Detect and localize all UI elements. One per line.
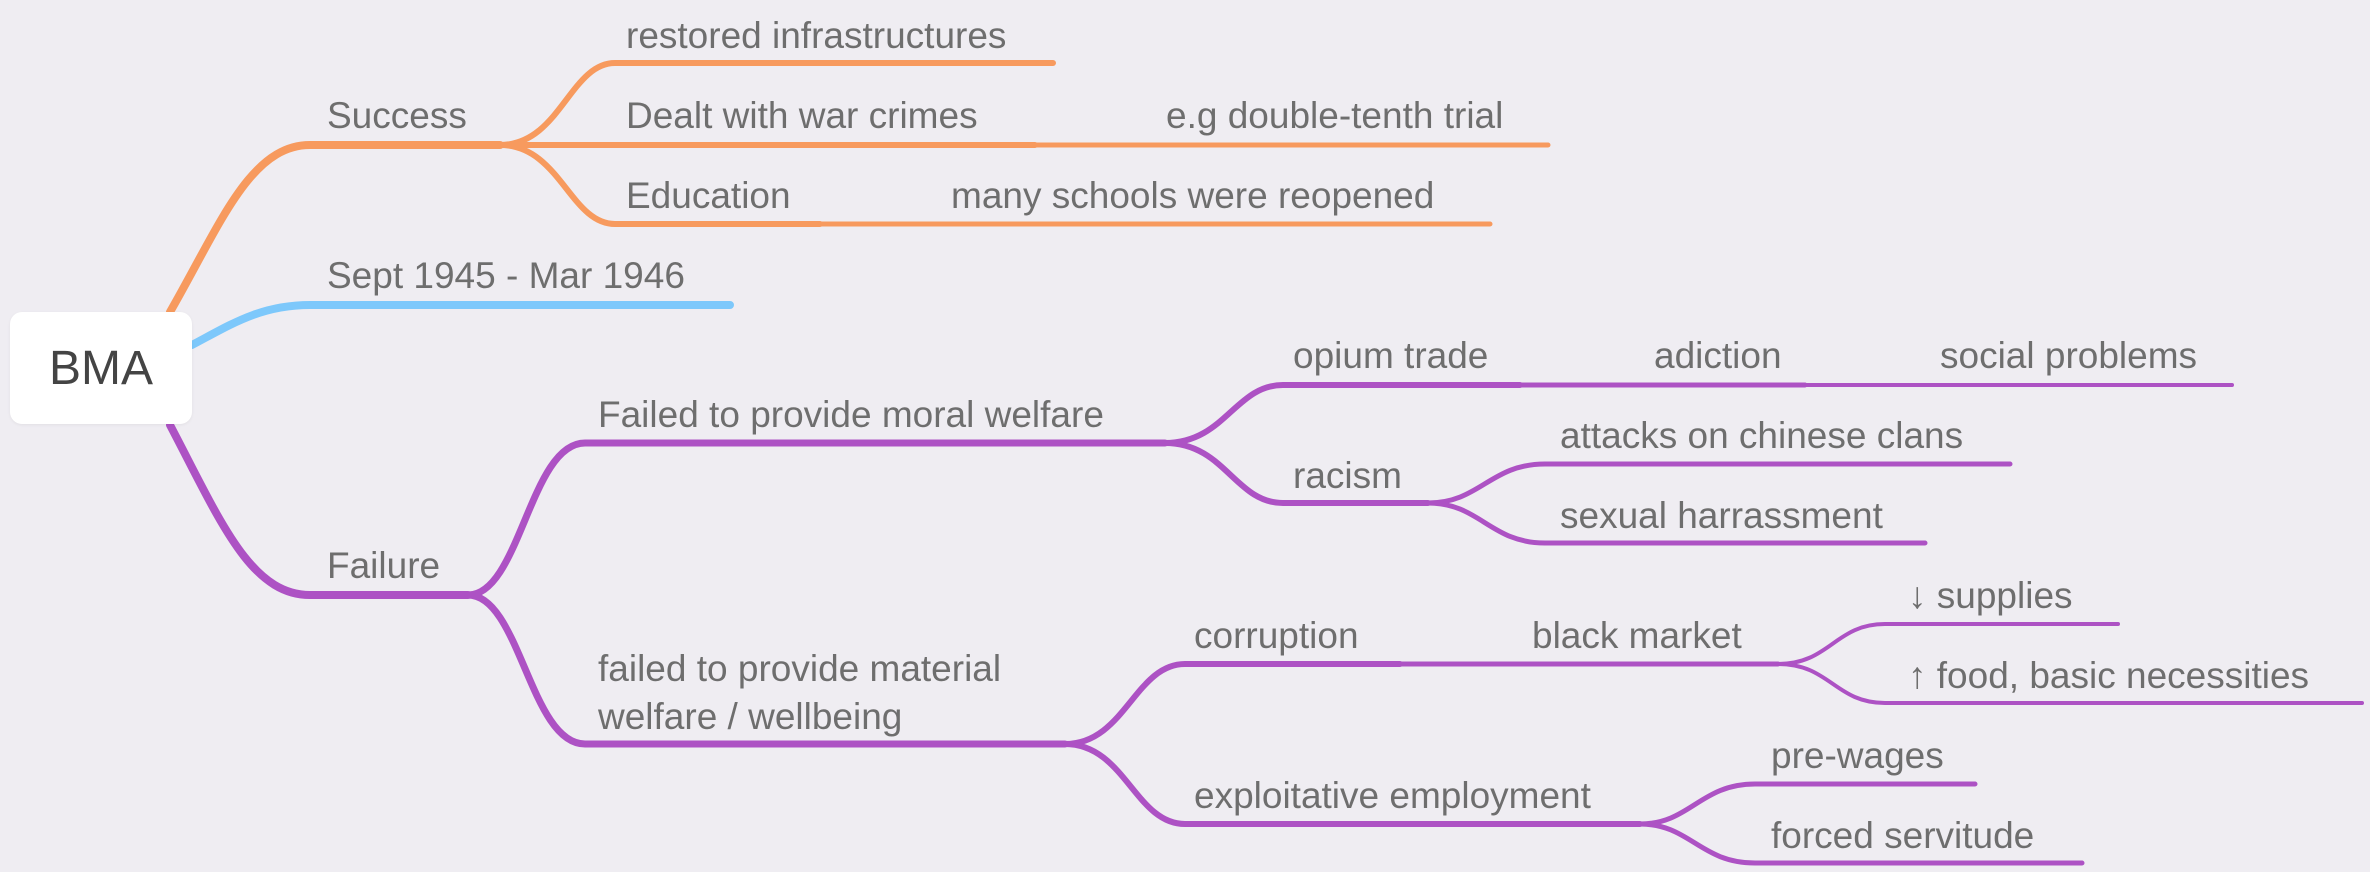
connector-racism-harassment <box>1425 500 1928 546</box>
failure-connectors <box>166 382 2364 866</box>
connector-material-exploitative <box>1062 741 1643 827</box>
topic-pre-wages[interactable]: pre-wages <box>1771 735 1944 776</box>
connector-root-period <box>188 301 734 349</box>
connector-moral-racism <box>1162 440 1431 506</box>
topic-corruption[interactable]: corruption <box>1194 615 1359 656</box>
topic-moral-welfare[interactable]: Failed to provide moral welfare <box>598 394 1104 435</box>
connector-success-education <box>497 142 823 227</box>
topic-food-necessities[interactable]: ↑ food, basic necessities <box>1908 655 2310 696</box>
topic-racism[interactable]: racism <box>1293 455 1402 496</box>
topic-addiction[interactable]: adiction <box>1654 335 1782 376</box>
topic-material-welfare-line2: welfare / wellbeing <box>598 696 903 737</box>
connector-racism-attacks <box>1425 461 2013 506</box>
topic-exploitative-employment[interactable]: exploitative employment <box>1194 775 1591 816</box>
topic-restored-infrastructures[interactable]: restored infrastructures <box>626 15 1007 56</box>
topic-failure[interactable]: Failure <box>327 545 441 586</box>
connector-blackmarket-supplies <box>1776 622 2120 666</box>
topic-attacks-chinese-clans[interactable]: attacks on chinese clans <box>1560 415 1964 456</box>
topic-sexual-harassment[interactable]: sexual harrassment <box>1560 495 1883 536</box>
topic-opium-trade[interactable]: opium trade <box>1293 335 1489 376</box>
connector-exploitative-forced <box>1637 821 2085 866</box>
success-connectors <box>166 60 1551 316</box>
topic-supplies[interactable]: ↓ supplies <box>1908 575 2073 616</box>
connector-blackmarket-food <box>1776 662 2364 705</box>
connector-exploitative-prewages <box>1637 781 1978 827</box>
connector-moral-opium <box>1162 382 1523 446</box>
topic-material-welfare-line1: failed to provide material <box>598 648 1002 689</box>
topic-material-welfare[interactable]: failed to provide material welfare / wel… <box>598 645 1001 741</box>
connector-failure-moral <box>464 439 1169 599</box>
connector-root-failure <box>166 421 472 599</box>
root-label: BMA <box>48 341 153 395</box>
topic-social-problems[interactable]: social problems <box>1940 335 2198 376</box>
topic-success[interactable]: Success <box>327 95 467 136</box>
connector-failure-material <box>464 591 1069 748</box>
period-connectors <box>188 301 734 349</box>
topic-forced-servitude[interactable]: forced servitude <box>1771 815 2035 856</box>
connector-root-success <box>166 141 504 316</box>
connector-material-corruption <box>1062 661 1403 747</box>
connector-success-infra <box>497 60 1056 148</box>
topic-schools-reopened[interactable]: many schools were reopened <box>951 175 1435 216</box>
topic-black-market[interactable]: black market <box>1532 615 1742 656</box>
topic-war-crimes[interactable]: Dealt with war crimes <box>626 95 978 136</box>
topic-education[interactable]: Education <box>626 175 791 216</box>
root-node[interactable]: BMA <box>10 312 192 424</box>
topic-period[interactable]: Sept 1945 - Mar 1946 <box>327 255 685 296</box>
topic-double-tenth-trial[interactable]: e.g double-tenth trial <box>1166 95 1504 136</box>
